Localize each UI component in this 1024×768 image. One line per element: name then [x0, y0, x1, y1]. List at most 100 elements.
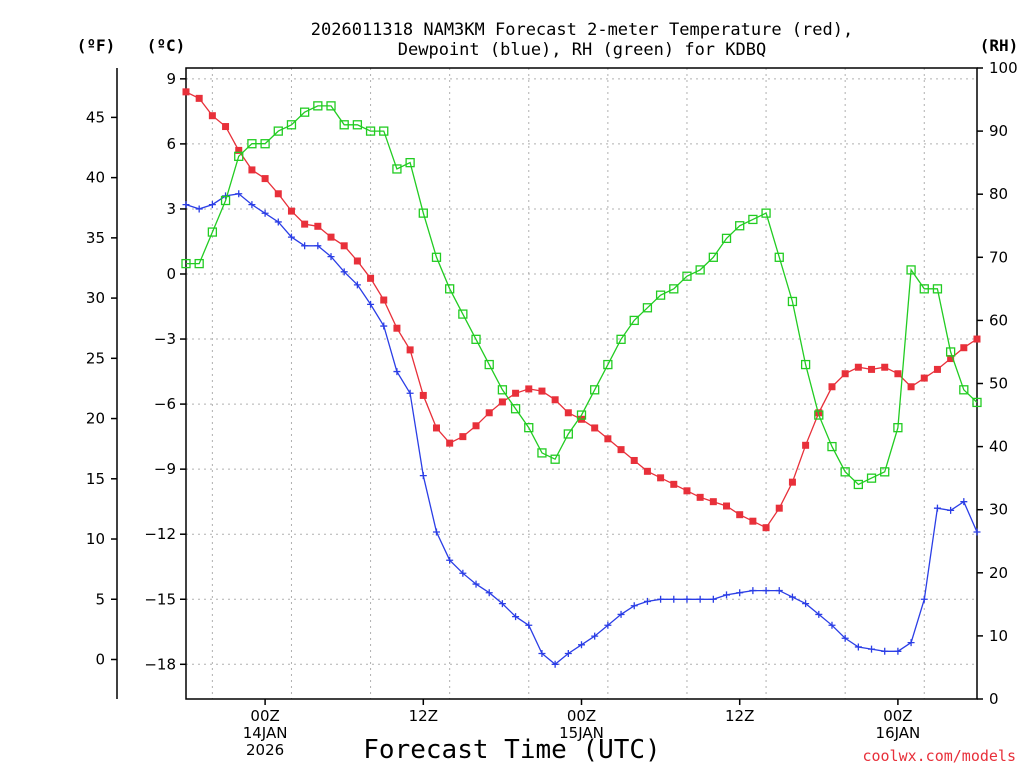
rh-point: [247, 139, 257, 149]
dewpoint-point: [472, 580, 480, 588]
x-tick-label: 00Z: [883, 707, 912, 725]
temperature-point: [182, 88, 190, 96]
dewpoint-point: [828, 621, 836, 629]
dewpoint-point: [960, 498, 968, 506]
temperature-point: [749, 517, 757, 525]
celsius-tick-label: 9: [166, 70, 176, 88]
rh-point: [669, 284, 679, 294]
rh-point: [616, 334, 626, 344]
dewpoint-point: [419, 472, 427, 480]
rh-tick-label: 90: [989, 122, 1008, 140]
dewpoint-point: [854, 643, 862, 651]
dewpoint-point: [367, 300, 375, 308]
temperature-point: [551, 396, 559, 404]
rh-point: [576, 410, 587, 420]
rh-unit-label: (RH): [980, 36, 1019, 55]
temperature-point: [498, 398, 506, 406]
temperature-point: [340, 242, 348, 250]
dewpoint-point: [749, 587, 757, 595]
rh-point: [484, 359, 494, 370]
temperature-point: [604, 435, 612, 443]
rh-point: [787, 296, 798, 307]
dewpoint-point: [617, 610, 625, 618]
dewpoint-point: [604, 621, 612, 629]
temperature-point: [696, 493, 704, 501]
temperature-point: [907, 383, 915, 391]
rh-point: [959, 385, 969, 395]
rh-tick-label: 100: [989, 59, 1018, 77]
dewpoint-point: [578, 641, 585, 649]
rh-point: [774, 252, 784, 262]
dewpoint-point: [723, 591, 731, 599]
temperature-point: [868, 365, 876, 373]
dewpoint-point: [881, 647, 889, 655]
temperature-line: [185, 91, 978, 529]
temperature-point: [393, 324, 401, 332]
rh-point: [748, 214, 758, 225]
rh-point: [550, 454, 560, 464]
rh-point: [800, 359, 811, 370]
rh-point: [220, 195, 231, 206]
rh-point: [906, 265, 916, 275]
rh-point: [207, 227, 218, 237]
dewpoint-point: [525, 621, 533, 629]
rh-tick-label: 60: [989, 311, 1008, 329]
dewpoint-point: [736, 589, 744, 597]
dewpoint-point: [802, 600, 810, 608]
rh-point: [445, 284, 455, 294]
temperature-point: [736, 511, 744, 519]
temperature-point: [709, 498, 717, 506]
x-axis-label: Forecast Time (UTC): [363, 735, 660, 765]
rh-point: [932, 284, 943, 294]
rh-point: [405, 157, 415, 168]
temperature-point: [775, 504, 783, 512]
chart-title-line-2: Dewpoint (blue), RH (green) for KDBQ: [398, 40, 766, 60]
temperature-point: [828, 383, 836, 391]
rh-point: [418, 208, 428, 218]
temperature-point: [591, 424, 599, 432]
temperature-point: [432, 424, 440, 432]
celsius-tick-label: −18: [144, 655, 176, 673]
rh-point: [471, 334, 481, 344]
fahrenheit-tick-label: 35: [86, 229, 105, 247]
rh-point: [590, 385, 600, 395]
fahrenheit-tick-label: 5: [95, 590, 105, 608]
temperature-point: [222, 123, 230, 131]
temperature-point: [525, 385, 533, 393]
rh-tick-label: 80: [989, 185, 1008, 203]
dewpoint-point: [195, 205, 203, 213]
dewpoint-point: [393, 368, 401, 376]
dewpoint-point: [327, 253, 335, 261]
rh-point: [972, 397, 982, 408]
temperature-point: [208, 112, 216, 120]
temperature-point: [419, 391, 427, 399]
temperature-point: [947, 355, 955, 363]
rh-point: [642, 303, 653, 313]
dewpoint-point: [353, 281, 361, 289]
celsius-tick-label: −9: [154, 460, 176, 478]
dewpoint-point: [973, 528, 981, 536]
rh-point: [814, 410, 824, 420]
rh-tick-label: 40: [989, 438, 1008, 456]
rh-tick-label: 0: [989, 690, 999, 708]
dewpoint-point: [274, 218, 282, 226]
dewpoint-point: [670, 595, 678, 603]
rh-tick-label: 70: [989, 248, 1008, 266]
temperature-point: [459, 433, 467, 441]
temperature-point: [841, 370, 849, 378]
dewpoint-point: [459, 569, 467, 577]
rh-point: [458, 309, 468, 319]
rh-point: [524, 423, 534, 433]
dewpoint-point: [920, 595, 928, 603]
celsius-tick-label: −3: [154, 330, 176, 348]
rh-point: [761, 208, 771, 218]
axes: 9630−3−6−9−12−15−18454035302520151050100…: [86, 59, 1018, 759]
rh-point: [708, 252, 718, 262]
dewpoint-point: [538, 649, 546, 657]
x-tick-label: 15JAN: [559, 724, 604, 742]
dewpoint-point: [485, 589, 493, 597]
temperature-point: [287, 207, 295, 215]
dewpoint-point: [762, 587, 770, 595]
dewpoint-point: [947, 506, 955, 514]
rh-point: [365, 126, 376, 136]
